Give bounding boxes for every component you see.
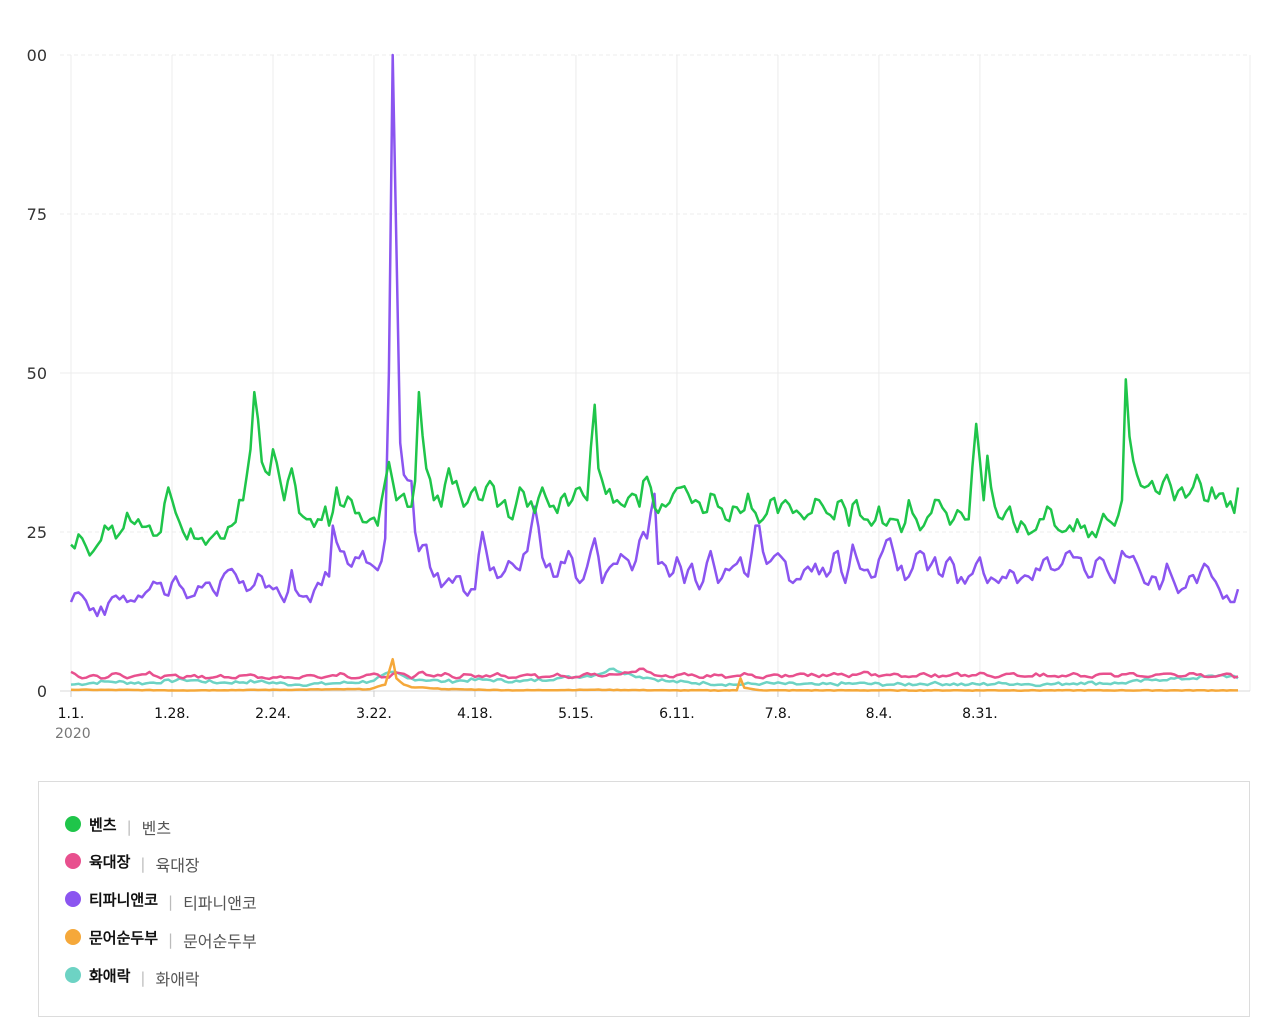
y-tick-label: 75 bbox=[27, 205, 47, 224]
separator: | bbox=[140, 969, 146, 987]
y-tick-label: 00 bbox=[27, 46, 47, 65]
x-tick-label: 5.15. bbox=[558, 706, 594, 722]
horizontal-gridlines bbox=[60, 54, 1250, 692]
series-line-3 bbox=[70, 657, 1238, 692]
y-tick-label: 50 bbox=[27, 364, 47, 383]
x-tick-label: 1.1. bbox=[58, 706, 85, 722]
legend-item-hwaaerak[interactable]: 화애락 | 화애락 bbox=[65, 963, 200, 989]
line-chart: 00 75 50 25 0 1.1. 1.28. 2.24. 3.22. 4.18. 5.15. 6… bbox=[27, 46, 1251, 742]
legend-sublabel: 문어순두부 bbox=[183, 932, 257, 951]
legend-sublabel: 티파니앤코 bbox=[183, 894, 257, 913]
separator: | bbox=[168, 931, 174, 949]
year-label: 2020 bbox=[55, 726, 91, 742]
x-tick-label: 4.18. bbox=[457, 706, 493, 722]
series-line-0 bbox=[70, 378, 1240, 557]
legend-item-muneo-sundubu[interactable]: 문어순두부 | 문어순두부 bbox=[65, 925, 257, 951]
muneo-sundubu-color-dot bbox=[65, 929, 81, 945]
x-axis-ticks: 1.1. 1.28. 2.24. 3.22. 4.18. 5.15. 6.11. 7.8. 8.… bbox=[58, 691, 998, 722]
hwaaerak-color-dot bbox=[65, 967, 81, 983]
legend-item-tiffany[interactable]: 티파니앤코 | 티파니앤코 bbox=[65, 887, 257, 913]
x-tick-label: 8.4. bbox=[866, 706, 893, 722]
legend-label: 화애락 bbox=[89, 966, 131, 985]
series-line-1 bbox=[70, 667, 1239, 681]
legend-sublabel: 벤츠 bbox=[141, 819, 172, 838]
separator: | bbox=[168, 893, 174, 911]
legend-sublabel: 화애락 bbox=[155, 970, 200, 989]
x-tick-label: 2.24. bbox=[255, 706, 291, 722]
y-tick-label: 0 bbox=[37, 682, 47, 701]
legend-label: 벤츠 bbox=[89, 815, 117, 834]
y-axis-ticks: 00 75 50 25 0 bbox=[27, 46, 47, 701]
separator: | bbox=[140, 855, 146, 873]
series-line-2 bbox=[69, 53, 1240, 618]
x-tick-label: 8.31. bbox=[962, 706, 998, 722]
legend-label: 티파니앤코 bbox=[89, 890, 159, 909]
legend-label: 문어순두부 bbox=[89, 928, 159, 947]
x-tick-label: 1.28. bbox=[154, 706, 190, 722]
legend-sublabel: 육대장 bbox=[155, 856, 200, 875]
y-tick-label: 25 bbox=[27, 523, 47, 542]
yukdaejang-color-dot bbox=[65, 853, 81, 869]
x-tick-label: 7.8. bbox=[765, 706, 792, 722]
legend-item-yukdaejang[interactable]: 육대장 | 육대장 bbox=[65, 849, 200, 875]
x-tick-label: 3.22. bbox=[356, 706, 392, 722]
separator: | bbox=[126, 818, 132, 836]
legend-label: 육대장 bbox=[89, 852, 131, 871]
series-line-4 bbox=[70, 667, 1239, 688]
x-tick-label: 6.11. bbox=[659, 706, 695, 722]
series-lines bbox=[69, 53, 1240, 692]
legend-item-benz[interactable]: 벤츠 | 벤츠 bbox=[65, 812, 172, 838]
legend: 벤츠 | 벤츠 육대장 | 육대장 티파니앤코 | 티파니앤코 문어순두부 | … bbox=[38, 781, 1250, 1017]
benz-color-dot bbox=[65, 816, 81, 832]
tiffany-color-dot bbox=[65, 891, 81, 907]
